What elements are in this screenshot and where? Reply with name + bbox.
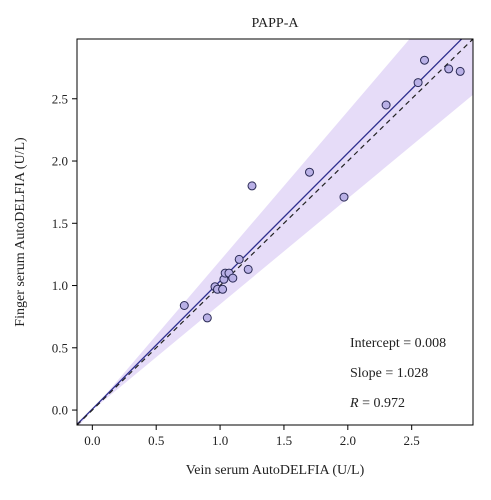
data-point [444,64,454,74]
data-point [179,301,189,310]
y-tick-label: 0.0 [52,403,68,418]
y-tick-label: 2.5 [52,91,68,106]
r-annotation: R = 0.972 [349,396,405,411]
y-tick-label: 2.0 [52,154,68,169]
y-axis: 0.0 0.5 1.0 1.5 2.0 2.5 [52,91,77,418]
data-point [247,181,257,191]
y-tick-label: 1.5 [52,216,68,231]
plot-area [77,39,473,425]
r-value: = 0.972 [359,396,405,411]
x-axis-title: Vein serum AutoDELFIA (U/L) [186,463,365,478]
x-tick-label: 1.0 [212,433,228,448]
intercept-annotation: Intercept = 0.008 [350,336,446,351]
data-point [243,264,253,274]
data-point [455,66,465,76]
x-tick-label: 2.0 [340,433,356,448]
y-tick-label: 0.5 [52,340,68,355]
data-point [339,192,349,202]
identity-line [77,39,473,425]
data-point [202,313,212,323]
x-tick-label: 2.5 [404,433,420,448]
data-point [218,284,228,294]
data-point [413,78,423,88]
chart-title: PAPP-A [252,16,300,31]
y-axis-title: Finger serum AutoDELFIA (U/L) [13,137,28,327]
data-point [420,55,429,65]
r-symbol: R [349,396,359,411]
confidence-band [77,39,473,425]
plot-frame [76,38,474,426]
data-point [234,254,244,264]
data-point [228,273,238,283]
x-tick-label: 0.0 [84,433,100,448]
data-point [305,167,314,177]
x-axis: 0.0 0.5 1.0 1.5 2.0 2.5 [84,425,420,448]
regression-line [77,39,463,425]
y-tick-label: 1.0 [52,278,68,293]
x-tick-label: 0.5 [148,433,164,448]
x-tick-label: 1.5 [276,433,292,448]
slope-annotation: Slope = 1.028 [350,366,428,381]
data-point [381,100,391,110]
